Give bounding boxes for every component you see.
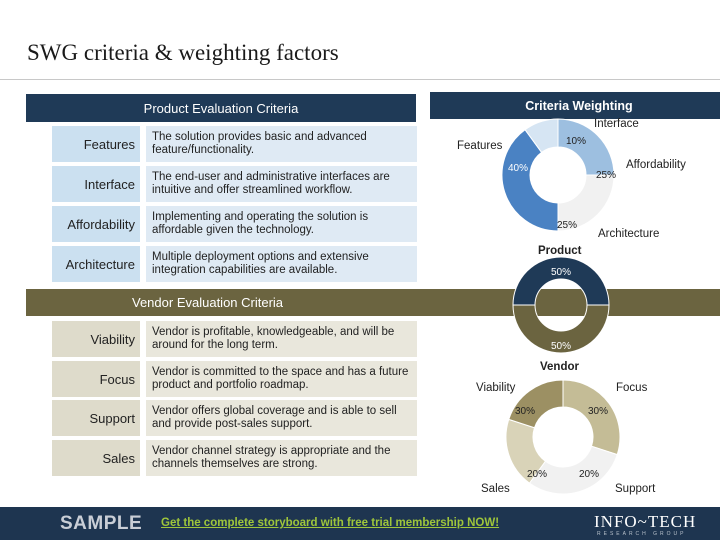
product-criteria-header: Product Evaluation Criteria — [26, 94, 416, 122]
criteria-label: Sales — [52, 440, 140, 476]
criteria-label: Viability — [52, 321, 140, 357]
sample-watermark: SAMPLE — [60, 513, 143, 534]
chart-category-label: Features — [457, 140, 503, 152]
chart-category-label: Viability — [476, 382, 516, 394]
criteria-label: Interface — [52, 166, 140, 202]
chart-value-label: 25% — [596, 170, 617, 181]
criteria-weighting-header: Criteria Weighting — [430, 92, 720, 119]
criteria-row-support: Support Vendor offers global coverage an… — [52, 400, 417, 436]
criteria-description: Implementing and operating the solution … — [146, 206, 417, 242]
criteria-description: Vendor is committed to the space and has… — [146, 361, 417, 397]
vendor-criteria-header-label: Vendor Evaluation Criteria — [132, 295, 284, 310]
chart-value-label: 40% — [508, 163, 529, 174]
criteria-description: The end-user and administrative interfac… — [146, 166, 417, 202]
chart-category-label: Support — [615, 483, 656, 495]
slice-focus — [562, 379, 621, 456]
slice-features — [501, 128, 559, 232]
info-tech-logo: INFO~TECH — [594, 512, 697, 531]
chart-value-label: 30% — [588, 406, 609, 417]
slice-affordability — [557, 118, 615, 176]
trial-membership-link[interactable]: Get the complete storyboard with free tr… — [161, 517, 500, 529]
product-criteria-header-label: Product Evaluation Criteria — [143, 100, 299, 116]
criteria-row-features: Features The solution provides basic and… — [52, 126, 417, 162]
chart-value-label: 50% — [551, 341, 572, 352]
slice-viability — [508, 379, 564, 429]
slice-product — [512, 256, 610, 306]
footer-bar: SAMPLE Get the complete storyboard with … — [0, 507, 720, 540]
chart-value-label: 30% — [515, 406, 536, 417]
slice-support — [528, 445, 618, 495]
criteria-weighting-header-label: Criteria Weighting — [525, 98, 633, 113]
slice-vendor — [512, 304, 610, 354]
criteria-description: Vendor channel strategy is appropriate a… — [146, 440, 417, 476]
criteria-description: Vendor offers global coverage and is abl… — [146, 400, 417, 436]
chart-value-label: 20% — [527, 469, 548, 480]
criteria-row-interface: Interface The end-user and administrativ… — [52, 166, 417, 202]
criteria-label: Support — [52, 400, 140, 436]
chart-category-label: Interface — [594, 118, 639, 130]
criteria-description: Vendor is profitable, knowledgeable, and… — [146, 321, 417, 357]
criteria-label: Features — [52, 126, 140, 162]
info-tech-logo-subtitle: RESEARCH GROUP — [597, 531, 687, 537]
chart-category-label: Affordability — [626, 159, 686, 171]
criteria-label: Focus — [52, 361, 140, 397]
chart-category-label: Sales — [481, 483, 510, 495]
criteria-description: The solution provides basic and advanced… — [146, 126, 417, 162]
criteria-row-affordability: Affordability Implementing and operating… — [52, 206, 417, 242]
title-divider — [0, 79, 720, 80]
chart-category-label: Product — [538, 245, 582, 257]
criteria-description: Multiple deployment options and extensiv… — [146, 246, 417, 282]
chart-category-label: Focus — [616, 382, 648, 394]
criteria-row-viability: Viability Vendor is profitable, knowledg… — [52, 321, 417, 357]
criteria-row-sales: Sales Vendor channel strategy is appropr… — [52, 440, 417, 476]
slice-architecture — [557, 174, 615, 232]
page-title: SWG criteria & weighting factors — [27, 40, 339, 65]
chart-category-label: Architecture — [598, 228, 660, 240]
chart-value-label: 50% — [551, 267, 572, 278]
criteria-row-architecture: Architecture Multiple deployment options… — [52, 246, 417, 282]
criteria-row-focus: Focus Vendor is committed to the space a… — [52, 361, 417, 397]
chart-value-label: 20% — [579, 469, 600, 480]
chart-category-label: Vendor — [540, 361, 579, 373]
chart-value-label: 10% — [566, 136, 587, 147]
criteria-label: Affordability — [52, 206, 140, 242]
chart-value-label: 25% — [557, 220, 578, 231]
criteria-label: Architecture — [52, 246, 140, 282]
